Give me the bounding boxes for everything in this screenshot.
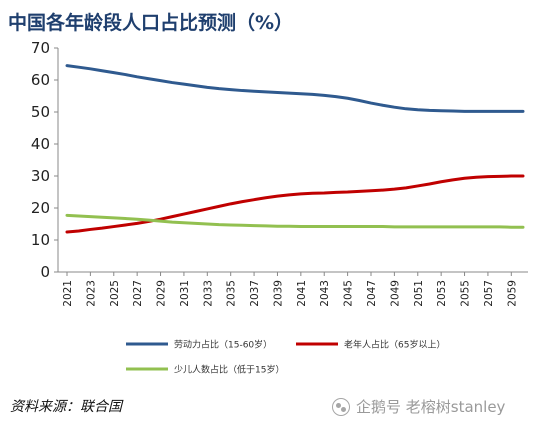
- x-tick-label: 2025: [109, 280, 121, 307]
- y-tick-label: 60: [31, 71, 50, 89]
- legend-label-1: 老年人占比（65岁以上）: [344, 339, 445, 351]
- x-tick-label: 2047: [366, 280, 378, 307]
- y-tick-label: 30: [31, 167, 50, 185]
- x-tick-label: 2031: [179, 280, 191, 307]
- series-line-1: [65, 174, 525, 234]
- y-tick-label: 50: [31, 103, 50, 121]
- watermark: 企鹅号 老榕树stanley: [332, 396, 505, 417]
- x-tick-label: 2023: [85, 280, 97, 307]
- x-tick-label: 2051: [413, 280, 425, 307]
- y-tick-label: 40: [31, 135, 50, 153]
- y-tick-label: 70: [31, 39, 50, 57]
- legend: 劳动力占比（15-60岁） 老年人占比（65岁以上） 少儿人数占比（低于15岁）: [126, 339, 445, 376]
- source-note: 资料来源：联合国: [10, 399, 122, 415]
- x-tick-label: 2033: [202, 280, 214, 307]
- legend-label-0: 劳动力占比（15-60岁）: [174, 339, 272, 351]
- x-axis: 2021 2023 2025 2027 2029 2031 2033 2035 2037 2039…: [58, 271, 528, 307]
- x-tick-label: 2043: [319, 280, 331, 307]
- x-tick-label: 2029: [156, 280, 168, 307]
- y-axis: 0 10 20 30 40 50 60 70: [31, 39, 59, 281]
- y-tick-label: 0: [40, 263, 50, 281]
- x-tick-label: 2039: [272, 280, 284, 307]
- x-tick-label: 2049: [389, 280, 401, 307]
- x-tick-label: 2045: [343, 280, 355, 307]
- x-tick-label: 2053: [436, 280, 448, 307]
- x-tick-label: 2035: [226, 280, 238, 307]
- chart-title: 中国各年龄段人口占比预测（%）: [8, 12, 294, 34]
- series-line-0: [65, 64, 525, 113]
- x-tick-label: 2057: [483, 280, 495, 307]
- series-layer: [65, 64, 525, 234]
- x-tick-label: 2037: [249, 280, 261, 307]
- x-tick-label: 2059: [506, 280, 518, 307]
- series-line-2: [65, 213, 525, 229]
- penguin-logo-icon: [332, 397, 350, 416]
- watermark-text: 企鹅号 老榕树stanley: [356, 398, 506, 416]
- y-tick-label: 20: [31, 199, 50, 217]
- x-tick-label: 2055: [460, 280, 472, 307]
- legend-label-2: 少儿人数占比（低于15岁）: [174, 364, 284, 376]
- x-tick-label: 2041: [296, 280, 308, 307]
- y-tick-label: 10: [31, 231, 50, 249]
- x-tick-label: 2021: [62, 280, 74, 307]
- x-tick-label: 2027: [132, 280, 144, 307]
